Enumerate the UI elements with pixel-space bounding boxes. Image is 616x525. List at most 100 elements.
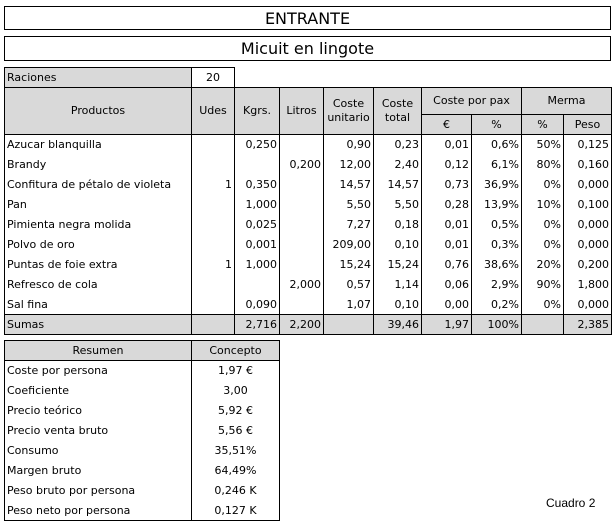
row-merma-pct[interactable]: 0% [521,294,564,315]
raciones-label: Raciones [4,67,192,88]
row-peso[interactable]: 0,200 [563,254,612,275]
row-peso[interactable]: 0,000 [563,294,612,315]
row-merma-pct[interactable]: 20% [521,254,564,275]
row-coste-total[interactable]: 2,40 [373,154,422,175]
row-merma-pct[interactable]: 10% [521,194,564,215]
row-kgrs[interactable] [234,154,280,175]
resumen-value: 5,92 € [191,400,280,421]
resumen-label: Margen bruto [4,460,192,481]
row-kgrs[interactable]: 1,000 [234,194,280,215]
row-coste-total[interactable]: 1,14 [373,274,422,295]
row-producto: Azucar blanquilla [4,134,192,155]
row-peso[interactable]: 0,125 [563,134,612,155]
row-kgrs[interactable]: 0,090 [234,294,280,315]
row-coste-unitario[interactable]: 0,57 [323,274,374,295]
row-coste-unitario[interactable]: 0,90 [323,134,374,155]
row-coste-total[interactable]: 0,10 [373,234,422,255]
row-udes[interactable] [191,194,235,215]
row-udes[interactable] [191,294,235,315]
row-pax-pct[interactable]: 13,9% [471,194,522,215]
row-litros[interactable] [279,134,324,155]
row-pax-euro[interactable]: 0,73 [421,174,472,195]
row-coste-total[interactable]: 14,57 [373,174,422,195]
row-merma-pct[interactable]: 80% [521,154,564,175]
row-pax-pct[interactable]: 0,3% [471,234,522,255]
sumas-litros: 2,200 [279,314,324,335]
row-kgrs[interactable]: 0,025 [234,214,280,235]
row-litros[interactable] [279,294,324,315]
row-udes[interactable] [191,274,235,295]
row-coste-total[interactable]: 15,24 [373,254,422,275]
row-litros[interactable] [279,194,324,215]
row-peso[interactable]: 0,100 [563,194,612,215]
row-pax-euro[interactable]: 0,06 [421,274,472,295]
row-coste-total[interactable]: 5,50 [373,194,422,215]
row-pax-euro[interactable]: 0,01 [421,234,472,255]
row-pax-pct[interactable]: 36,9% [471,174,522,195]
row-merma-pct[interactable]: 50% [521,134,564,155]
spacer [234,67,612,88]
raciones-value[interactable]: 20 [191,67,235,88]
row-pax-pct[interactable]: 0,2% [471,294,522,315]
row-udes[interactable] [191,214,235,235]
row-litros[interactable] [279,214,324,235]
row-peso[interactable]: 0,000 [563,214,612,235]
row-pax-euro[interactable]: 0,28 [421,194,472,215]
row-kgrs[interactable]: 1,000 [234,254,280,275]
row-coste-total[interactable]: 0,23 [373,134,422,155]
row-peso[interactable]: 0,000 [563,174,612,195]
row-pax-pct[interactable]: 6,1% [471,154,522,175]
row-udes[interactable] [191,154,235,175]
row-producto: Pimienta negra molida [4,214,192,235]
row-coste-unitario[interactable]: 12,00 [323,154,374,175]
row-kgrs[interactable]: 0,350 [234,174,280,195]
row-coste-unitario[interactable]: 1,07 [323,294,374,315]
row-merma-pct[interactable]: 90% [521,274,564,295]
row-merma-pct[interactable]: 0% [521,174,564,195]
row-coste-total[interactable]: 0,10 [373,294,422,315]
resumen-header: Resumen [4,340,192,361]
row-pax-pct[interactable]: 0,6% [471,134,522,155]
row-coste-unitario[interactable]: 14,57 [323,174,374,195]
row-peso[interactable]: 1,800 [563,274,612,295]
table-row: Puntas de foie extra 1 1,000 15,24 15,24 0,76… [4,254,612,275]
resumen-label: Precio teórico [4,400,192,421]
row-udes[interactable] [191,134,235,155]
row-pax-euro[interactable]: 0,01 [421,214,472,235]
row-udes[interactable] [191,234,235,255]
row-kgrs[interactable] [234,274,280,295]
resumen-table: Resumen Concepto Coste por persona 1,97 €… [4,340,280,521]
row-peso[interactable]: 0,000 [563,234,612,255]
row-coste-unitario[interactable]: 7,27 [323,214,374,235]
row-peso[interactable]: 0,160 [563,154,612,175]
row-pax-pct[interactable]: 38,6% [471,254,522,275]
row-merma-pct[interactable]: 0% [521,214,564,235]
row-litros[interactable]: 0,200 [279,154,324,175]
row-kgrs[interactable]: 0,001 [234,234,280,255]
resumen-row: Coeficiente 3,00 [4,380,280,401]
row-litros[interactable] [279,254,324,275]
resumen-row: Precio teórico 5,92 € [4,400,280,421]
row-pax-euro[interactable]: 0,76 [421,254,472,275]
header-merma: Merma [521,87,612,115]
row-litros[interactable] [279,174,324,195]
row-coste-unitario[interactable]: 15,24 [323,254,374,275]
row-coste-unitario[interactable]: 209,00 [323,234,374,255]
table-row: Brandy 0,200 12,00 2,40 0,12 6,1% 80% 0,160 [4,154,612,175]
row-pax-euro[interactable]: 0,12 [421,154,472,175]
row-pax-euro[interactable]: 0,00 [421,294,472,315]
row-udes[interactable]: 1 [191,254,235,275]
row-kgrs[interactable]: 0,250 [234,134,280,155]
row-coste-total[interactable]: 0,18 [373,214,422,235]
row-merma-pct[interactable]: 0% [521,234,564,255]
row-litros[interactable]: 2,000 [279,274,324,295]
section-title: ENTRANTE [4,6,611,30]
row-coste-unitario[interactable]: 5,50 [323,194,374,215]
row-pax-euro[interactable]: 0,01 [421,134,472,155]
header-pax-pct: % [471,114,522,135]
row-pax-pct[interactable]: 2,9% [471,274,522,295]
row-litros[interactable] [279,234,324,255]
row-udes[interactable]: 1 [191,174,235,195]
resumen-row: Margen bruto 64,49% [4,460,280,481]
row-pax-pct[interactable]: 0,5% [471,214,522,235]
